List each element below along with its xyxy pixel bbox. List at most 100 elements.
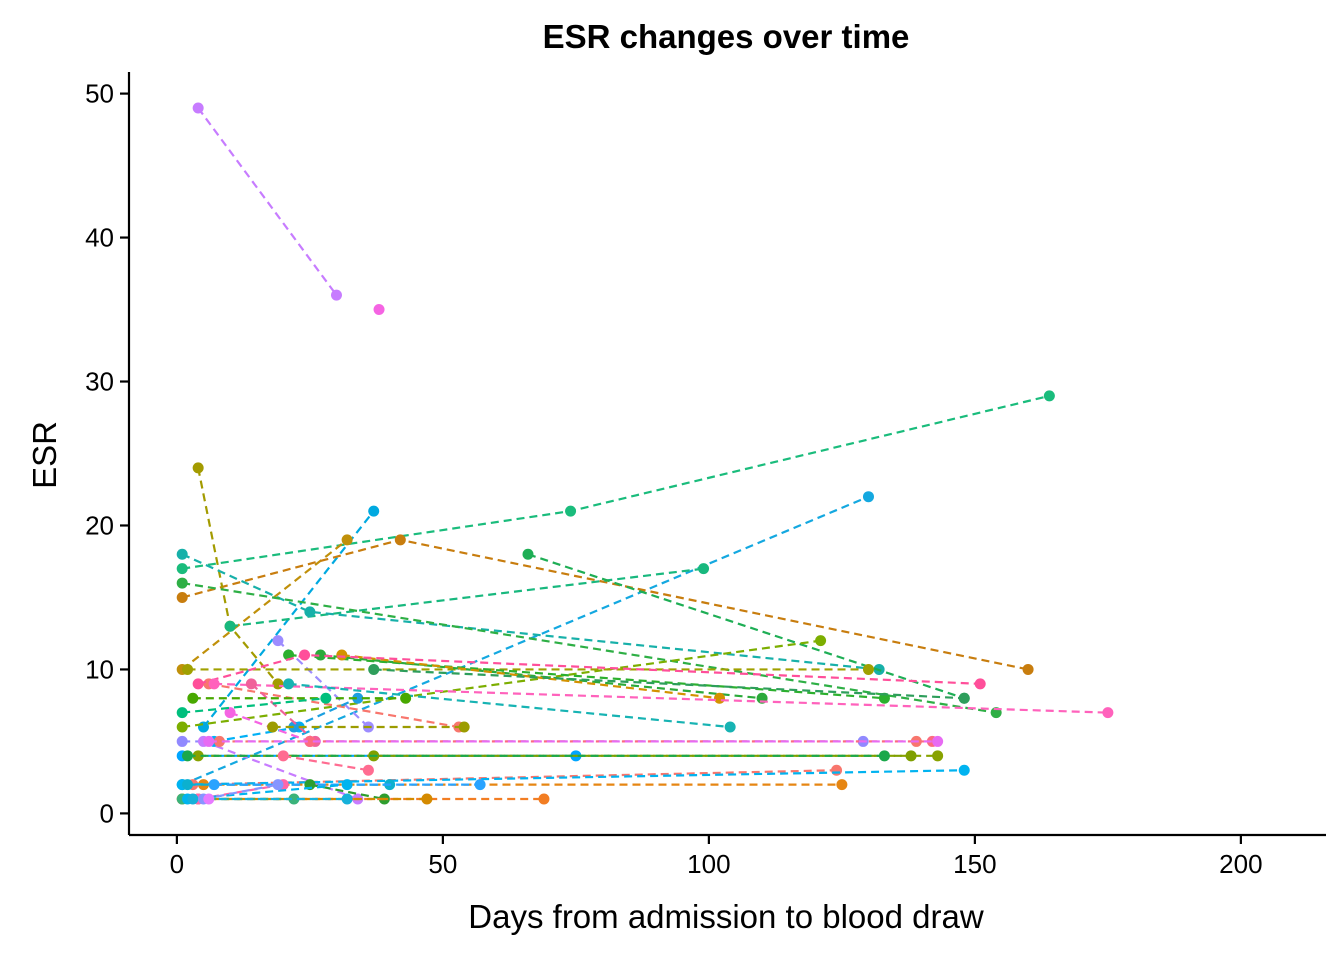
data-point [565,505,577,517]
data-point [724,721,736,733]
series-line [373,668,965,700]
series-line [181,539,348,671]
data-point [341,779,353,791]
data-point [176,721,188,733]
data-point [272,635,284,647]
data-point [283,678,295,690]
data-point [932,735,944,747]
series-27 [267,721,470,733]
data-point [192,462,204,474]
plot-series [176,102,1114,805]
data-point [187,692,199,704]
series-line [182,639,821,729]
data-point [304,606,316,618]
series-20 [192,649,986,690]
data-point [336,649,348,661]
data-point [288,793,300,805]
series-line [182,581,997,714]
series-line [181,553,880,671]
series-38 [182,750,890,762]
data-point [905,750,917,762]
data-point [192,678,204,690]
data-point [267,721,279,733]
data-point [197,721,209,733]
data-point [714,692,726,704]
data-point [176,591,188,603]
series-6 [176,534,1034,675]
series-line [293,697,359,729]
data-point [203,735,215,747]
series-42 [176,764,970,791]
data-point [862,663,874,675]
data-point [352,692,364,704]
series-line [213,725,300,743]
y-tick-label: 50 [85,79,114,109]
series-line [203,740,359,801]
data-point [1043,390,1055,402]
data-point [176,577,188,589]
series-line [288,682,731,729]
data-point [304,735,316,747]
data-point [176,548,188,560]
x-axis-title: Days from admission to blood draw [468,898,984,935]
data-point [400,692,412,704]
data-point [831,764,843,776]
data-point [176,563,188,575]
data-point [203,793,215,805]
x-tick-label: 150 [953,849,996,879]
series-line [341,653,720,700]
data-point [1102,707,1114,719]
data-point [421,793,433,805]
data-point [272,678,284,690]
series-line [250,683,316,743]
data-point [362,764,374,776]
series-19 [203,678,465,733]
series-line [288,653,885,700]
data-point [862,491,874,503]
y-tick-label: 0 [100,798,114,828]
data-point [245,678,257,690]
data-point [836,779,848,791]
series-18 [368,663,970,704]
series-line [320,653,763,700]
data-point [538,793,550,805]
y-tick-label: 30 [85,367,114,397]
data-point [208,779,220,791]
series-line [187,783,348,801]
series-39 [277,750,374,776]
series-line [197,107,338,296]
data-point [815,635,827,647]
data-point [182,663,194,675]
chart-title: ESR changes over time [543,18,910,55]
y-tick-label: 20 [85,510,114,540]
data-point [394,534,406,546]
data-point [224,620,236,632]
series-14 [182,663,874,675]
data-point [182,779,194,791]
y-tick-label: 40 [85,223,114,253]
series-0 [192,102,342,301]
series-1 [373,304,385,316]
series-29 [176,692,332,719]
data-point [330,289,342,301]
series-37 [368,750,917,762]
data-point [299,649,311,661]
data-point [974,678,986,690]
series-2 [176,390,1055,575]
data-point [176,735,188,747]
x-tick-label: 50 [428,849,457,879]
series-line [197,467,279,685]
data-point [958,692,970,704]
y-tick-label: 10 [85,654,114,684]
y-axis-title: ESR [26,421,63,489]
series-8 [224,563,710,632]
data-point [213,735,225,747]
data-point [182,750,194,762]
x-axis-ticks: 0 50 100 150 200 [170,835,1263,879]
series-line [208,682,460,729]
data-point [341,793,353,805]
data-point [368,663,380,675]
data-point [1022,663,1034,675]
series-24 [288,692,364,733]
